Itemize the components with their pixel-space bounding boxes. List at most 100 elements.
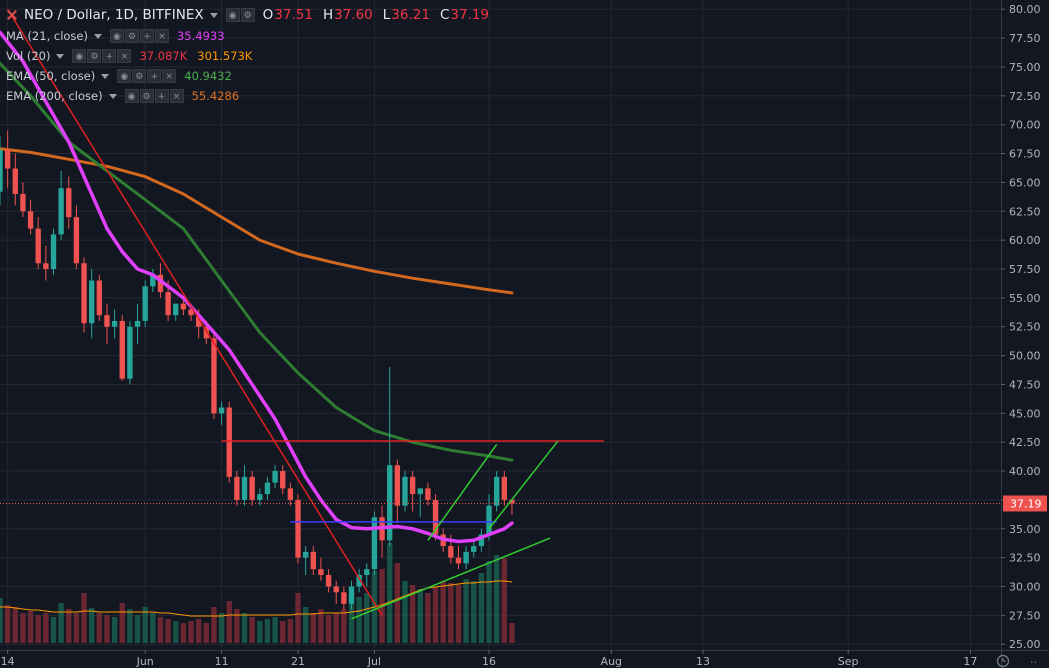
y-tick-label: 25.00 — [1009, 638, 1041, 651]
close-icon[interactable]: × — [162, 69, 177, 83]
candle-body — [287, 488, 294, 500]
candle — [409, 471, 416, 512]
candle-body — [73, 217, 80, 264]
candle-body — [119, 320, 125, 379]
candle — [371, 511, 378, 575]
eye-icon[interactable]: ◉ — [117, 69, 132, 83]
y-tick-label: 65.00 — [1009, 176, 1041, 189]
plus-icon[interactable]: + — [147, 69, 162, 83]
plus-icon[interactable]: + — [139, 29, 154, 43]
settings-icon[interactable]: ⚙ — [124, 29, 139, 43]
volume-bar — [173, 621, 179, 643]
volume-bar — [203, 623, 209, 643]
candle — [134, 303, 141, 345]
eye-icon[interactable]: ◉ — [72, 49, 87, 63]
candle-body — [43, 263, 49, 270]
candle — [341, 586, 347, 610]
settings-icon[interactable]: ⚙ — [240, 8, 255, 22]
settings-icon[interactable]: ⚙ — [132, 69, 147, 83]
trendlines — [7, 8, 604, 620]
volume-bar — [494, 555, 500, 643]
last-price-label: 37.19 — [1010, 497, 1042, 510]
candle — [142, 280, 148, 327]
candle-body — [302, 551, 309, 558]
candle — [119, 315, 125, 381]
candle-body — [165, 292, 171, 316]
volume-bar — [280, 621, 286, 643]
close-icon[interactable]: × — [169, 89, 184, 103]
candle — [96, 274, 103, 321]
volume-bar — [165, 619, 171, 643]
volume-bar — [127, 609, 133, 643]
clock-icon[interactable] — [995, 654, 1011, 668]
chevron-down-icon[interactable] — [56, 53, 65, 59]
y-tick-label: 57.50 — [1009, 263, 1041, 276]
settings-icon[interactable]: ⚙ — [87, 49, 102, 63]
volume-bar — [157, 617, 164, 643]
candle — [494, 471, 500, 512]
volume-bar — [341, 609, 347, 643]
candle-body — [402, 476, 408, 506]
candle — [471, 540, 477, 558]
volume-bar — [58, 603, 64, 643]
volume-bar — [394, 563, 401, 643]
candle-body — [494, 476, 500, 506]
candle-body — [387, 465, 393, 541]
candle-body — [448, 546, 454, 558]
volume-bar — [471, 581, 477, 643]
volume-bar — [264, 619, 271, 643]
trendline-green — [351, 537, 551, 620]
trendline-green — [427, 444, 498, 541]
chevron-down-icon[interactable] — [101, 73, 110, 79]
x-tick-label: 16 — [482, 655, 496, 668]
candle-body — [0, 150, 3, 192]
chart-settings-menu[interactable]: .. — [1030, 653, 1037, 666]
chevron-down-icon[interactable] — [209, 12, 218, 18]
eye-icon[interactable]: ◉ — [109, 29, 124, 43]
volume-bar — [272, 617, 278, 643]
x-tick-label: Sep — [838, 655, 859, 668]
eye-icon[interactable]: ◉ — [124, 89, 139, 103]
volume-bar — [295, 593, 301, 643]
candle — [241, 465, 248, 506]
volume-bar — [119, 603, 125, 643]
trendline-red — [7, 8, 383, 616]
chevron-down-icon[interactable] — [108, 93, 117, 99]
candle — [150, 269, 156, 293]
y-tick-label: 62.50 — [1009, 205, 1041, 218]
settings-icon[interactable]: ⚙ — [139, 89, 154, 103]
volume-bar — [81, 593, 87, 643]
candle — [66, 176, 72, 229]
candle — [478, 528, 485, 552]
candle — [4, 130, 11, 189]
trendline-green — [488, 440, 559, 530]
y-tick-label: 47.50 — [1009, 378, 1041, 391]
volume-bar — [188, 621, 194, 643]
close-icon[interactable]: × — [117, 49, 132, 63]
chevron-down-icon[interactable] — [93, 33, 102, 39]
candle-body — [4, 150, 11, 169]
candle-body — [478, 534, 485, 547]
candle-body — [66, 188, 72, 218]
candle-body — [27, 211, 34, 229]
volume-bar — [211, 607, 217, 643]
close-icon[interactable]: × — [154, 29, 169, 43]
candle — [425, 482, 431, 506]
plus-icon[interactable]: + — [154, 89, 169, 103]
plus-icon[interactable]: + — [102, 49, 117, 63]
y-tick-label: 40.00 — [1009, 465, 1041, 478]
volume-bar — [333, 613, 339, 643]
volume-bar — [509, 623, 515, 643]
candle-body — [203, 326, 209, 339]
grid-lines — [0, 0, 1001, 650]
candle — [318, 557, 324, 581]
indicator-controls: ◉ ⚙ + × — [72, 49, 132, 63]
eye-icon[interactable]: ◉ — [225, 8, 240, 22]
candle — [280, 465, 286, 495]
y-tick-label: 75.00 — [1009, 61, 1041, 74]
volume-bar — [241, 613, 248, 643]
candle — [180, 297, 187, 316]
candle — [402, 471, 408, 512]
candle-body — [257, 494, 263, 500]
